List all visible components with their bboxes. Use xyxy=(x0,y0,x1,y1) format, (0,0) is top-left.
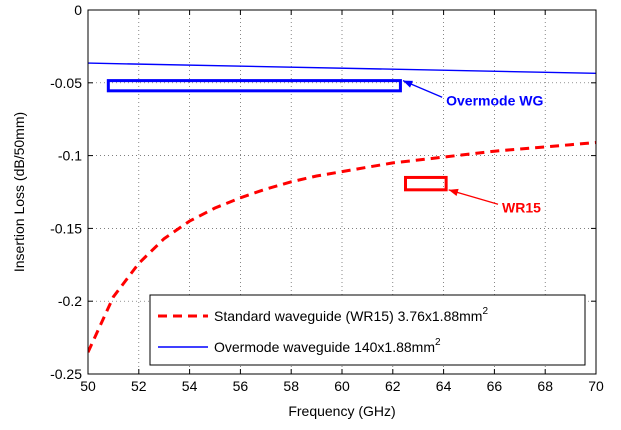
legend-label-standard-waveguide: Standard waveguide (WR15) 3.76x1.88mm2 xyxy=(214,306,488,324)
x-tick-label: 50 xyxy=(80,378,96,394)
legend-box xyxy=(149,294,586,366)
x-tick-label: 66 xyxy=(487,378,503,394)
overmode-wg-arrowhead xyxy=(402,80,413,88)
wr15-arrowhead xyxy=(448,188,459,196)
y-axis-title: Insertion Loss (dB/50mm) xyxy=(11,112,27,272)
series-layer xyxy=(88,62,596,353)
legend: Standard waveguide (WR15) 3.76x1.88mm2 O… xyxy=(149,294,586,366)
x-tick-label: 56 xyxy=(233,378,249,394)
overmode-wg-highlight-box xyxy=(106,79,402,93)
x-tick-label: 52 xyxy=(131,378,147,394)
x-tick-label: 70 xyxy=(588,378,604,394)
x-tick-label: 64 xyxy=(436,378,452,394)
x-axis-title: Frequency (GHz) xyxy=(288,403,395,419)
x-tick-label: 60 xyxy=(334,378,350,394)
y-tick-label: -0.15 xyxy=(50,220,82,236)
y-tick-label: -0.2 xyxy=(58,293,82,309)
y-tick-label: -0.1 xyxy=(58,148,82,164)
ticks xyxy=(87,9,597,375)
x-tick-label: 58 xyxy=(283,378,299,394)
x-tick-label: 54 xyxy=(182,378,198,394)
series-line-overmode-waveguide xyxy=(88,62,596,74)
wr15-highlight-box xyxy=(404,175,448,192)
annotations-layer: Overmode WG WR15 xyxy=(106,79,543,215)
x-tick-label: 68 xyxy=(537,378,553,394)
y-tick-label: -0.05 xyxy=(50,75,82,91)
series-line-standard-waveguide xyxy=(88,141,596,353)
overmode-wg-label: Overmode WG xyxy=(446,92,543,108)
y-tick-label: -0.25 xyxy=(50,366,82,382)
wr15-label: WR15 xyxy=(502,199,541,215)
tick-labels: 50 52 54 56 58 60 62 64 66 68 70 0 -0.05 -0.1 -0.15 -0.… xyxy=(50,2,604,394)
x-tick-label: 62 xyxy=(385,378,401,394)
legend-label-overmode-waveguide: Overmode waveguide 140x1.88mm2 xyxy=(214,337,441,355)
y-tick-label: 0 xyxy=(74,2,82,18)
